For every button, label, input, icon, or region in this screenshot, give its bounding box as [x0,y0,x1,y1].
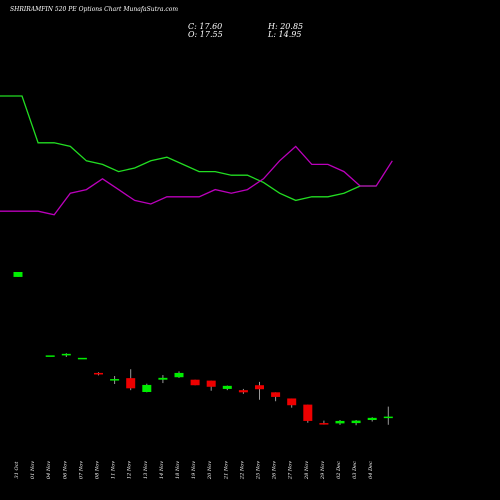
candle-body-up [174,372,184,378]
candle-body-down [271,392,281,397]
candle-body-up [351,420,361,424]
candle-body-down [255,385,264,390]
x-tick-label: 22 Nov [239,461,245,480]
x-tick-label: 01 Nov [30,461,36,479]
candle-body-up [77,357,87,360]
high-value: H: 20.85 [268,22,304,31]
candle-body-down [190,379,200,386]
candle-body-up [142,384,152,392]
candle-body-down [319,423,329,425]
candle-body-down [303,404,313,421]
candle-body-down [238,390,248,393]
x-tick-label: 25 Nov [256,461,262,480]
candle-body-down [287,398,297,406]
x-tick-label: 14 Nov [159,461,165,479]
close-value: C: 17.60 [188,22,223,31]
low-value: L: 14.95 [268,30,302,39]
x-tick-label: 29 Nov [320,461,326,480]
x-tick-label: 28 Nov [304,461,310,480]
candle-body-up [45,355,55,357]
x-tick-label: 04 Nov [46,461,52,479]
open-value: O: 17.55 [188,30,223,39]
x-tick-label: 12 Nov [127,461,133,479]
chart-title: SHRIRAMFIN 520 PE Options Chart MunafaSu… [10,6,179,13]
x-tick-label: 13 Nov [143,461,149,479]
x-tick-label: 03 Dec [352,461,358,479]
candle-body-up [367,417,377,420]
candle-body-up [110,379,120,381]
candle-body-up [383,416,393,419]
indicator-line-magenta [0,145,393,216]
x-tick-label: 21 Nov [223,461,229,480]
x-tick-label: 11 Nov [111,461,117,479]
candle-body-down [94,372,103,375]
x-tick-label: 26 Nov [272,461,278,480]
candle-body-down [126,378,136,389]
x-tick-label: 02 Dec [336,461,342,479]
x-tick-label: 18 Nov [175,461,181,479]
x-tick-label: 19 Nov [191,461,197,479]
x-tick-label: 07 Nov [78,461,84,479]
candle-body-up [222,385,232,389]
candle-body-up [13,272,23,277]
candle-body-up [335,420,345,424]
candle-body-down [206,380,216,387]
x-tick-label: 20 Nov [207,461,213,480]
indicator-line-green [0,95,377,202]
x-tick-label: 27 Nov [288,461,294,480]
x-tick-label: 08 Nov [95,461,101,479]
x-tick-label: 06 Nov [62,461,68,479]
candle-body-up [158,377,168,380]
x-tick-label: 04 Dec [368,461,374,479]
x-tick-label: 31 Oct [14,461,20,479]
candle-body-up [61,353,71,356]
